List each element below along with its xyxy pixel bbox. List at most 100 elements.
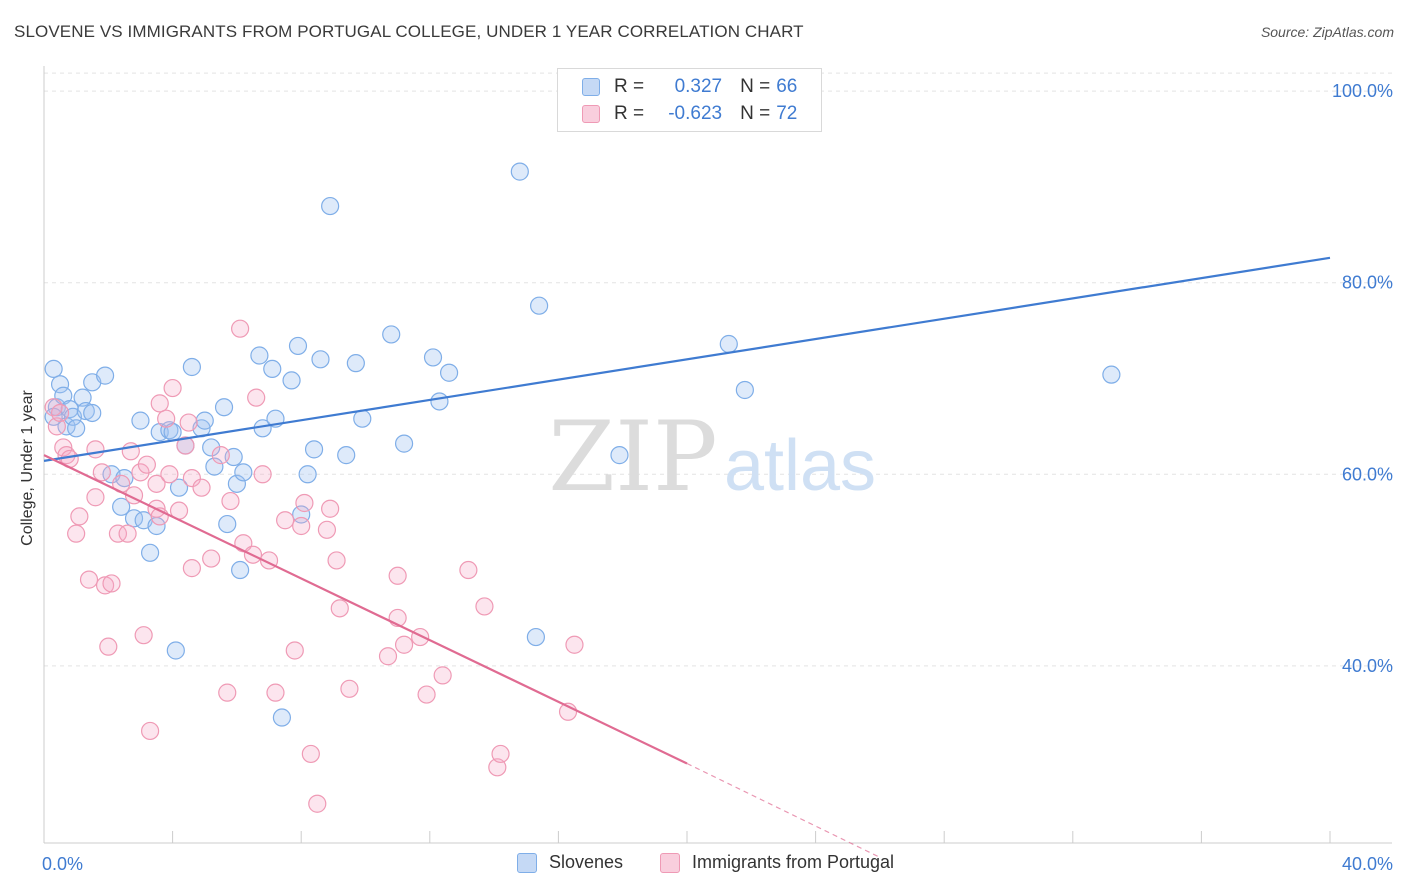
chart-title: SLOVENE VS IMMIGRANTS FROM PORTUGAL COLL…	[14, 22, 804, 41]
point-portugal	[330, 599, 349, 618]
point-portugal	[394, 635, 414, 654]
point-slovenes	[394, 434, 414, 453]
point-portugal	[327, 551, 346, 570]
point-slovenes	[346, 354, 365, 373]
legend-n-value: 72	[776, 103, 798, 124]
point-portugal	[137, 455, 156, 474]
point-slovenes	[205, 457, 224, 476]
bottom-legend-slovenes: Slovenes	[517, 852, 623, 873]
point-portugal	[202, 549, 221, 568]
point-portugal	[79, 570, 99, 589]
legend-swatch-slovenes	[582, 78, 600, 96]
point-slovenes	[610, 446, 629, 465]
point-slovenes	[263, 359, 282, 379]
point-portugal	[459, 560, 478, 580]
point-slovenes	[298, 465, 317, 484]
point-portugal	[253, 465, 272, 484]
point-portugal	[163, 378, 182, 398]
point-portugal	[475, 597, 494, 616]
y-tick-labels: 40.0% 60.0% 80.0% 100.0%	[1332, 81, 1393, 676]
point-slovenes	[73, 388, 92, 407]
point-slovenes	[282, 371, 301, 390]
x-tick-label: 40.0%	[1342, 854, 1393, 874]
point-slovenes	[44, 359, 63, 379]
legend-r-label: R =	[614, 76, 645, 97]
bottom-legend-label: Immigrants from Portugal	[692, 852, 895, 872]
point-slovenes	[272, 708, 292, 727]
point-portugal	[295, 493, 314, 513]
point-portugal	[182, 559, 201, 578]
legend-row-slovenes: R = 0.327 N = 66	[582, 75, 797, 99]
point-slovenes	[321, 196, 340, 216]
point-portugal	[266, 683, 285, 702]
point-slovenes	[439, 363, 459, 382]
trend-line-slovenes	[43, 256, 1331, 462]
point-portugal	[378, 647, 398, 666]
point-slovenes	[131, 411, 150, 430]
x-tick-labels: 0.0% 40.0%	[42, 854, 1393, 874]
point-slovenes	[250, 346, 269, 365]
bottom-legend-portugal: Immigrants from Portugal	[660, 852, 894, 873]
point-slovenes	[337, 446, 356, 465]
trend-line-portugal	[43, 454, 688, 765]
point-portugal	[179, 413, 198, 432]
point-portugal	[388, 566, 407, 585]
point-portugal	[411, 627, 430, 647]
point-portugal	[86, 440, 105, 459]
point-portugal	[67, 524, 86, 543]
point-portugal	[108, 524, 128, 543]
point-portugal	[99, 637, 118, 656]
point-portugal	[95, 576, 115, 595]
point-slovenes	[735, 380, 754, 400]
point-portugal	[231, 319, 250, 338]
point-portugal	[285, 641, 304, 660]
point-slovenes	[195, 411, 214, 430]
point-slovenes	[530, 296, 549, 315]
point-portugal	[176, 436, 195, 455]
y-tick-label: 100.0%	[1332, 81, 1393, 101]
legend-r-value: -0.623	[668, 103, 723, 124]
point-slovenes	[140, 543, 160, 562]
legend-n-label: N =	[740, 103, 771, 124]
axes	[43, 66, 1392, 844]
legend-r-value: 0.327	[674, 76, 723, 97]
point-slovenes	[169, 478, 189, 497]
watermark-atlas: atlas	[724, 426, 876, 506]
point-slovenes	[67, 419, 86, 438]
point-portugal	[276, 511, 295, 530]
point-slovenes	[160, 421, 179, 440]
trend-lines	[43, 256, 1331, 858]
point-slovenes	[311, 350, 330, 369]
legend-swatch-portugal	[582, 105, 600, 123]
point-portugal	[157, 409, 176, 428]
point-portugal	[182, 468, 201, 488]
bottom-legend-label: Slovenes	[549, 852, 624, 872]
bottom-swatch-portugal	[660, 852, 680, 873]
series-portugal	[44, 319, 584, 813]
point-portugal	[565, 635, 584, 654]
y-tick-label: 60.0%	[1342, 464, 1393, 484]
point-portugal	[292, 516, 311, 536]
bottom-swatch-slovenes	[517, 852, 537, 873]
point-slovenes	[353, 409, 372, 428]
point-portugal	[221, 491, 240, 511]
point-slovenes	[214, 398, 234, 417]
point-portugal	[47, 417, 66, 436]
point-portugal	[192, 478, 211, 497]
point-slovenes	[304, 440, 324, 459]
point-portugal	[317, 520, 337, 539]
point-portugal	[211, 446, 230, 465]
point-slovenes	[115, 468, 134, 488]
point-slovenes	[166, 641, 185, 660]
point-slovenes	[234, 463, 253, 482]
legend-row-portugal: R = -0.623 N = 72	[582, 102, 797, 126]
point-slovenes	[182, 357, 201, 377]
point-slovenes	[430, 392, 449, 411]
source-note: Source: ZipAtlas.com	[1260, 24, 1394, 40]
point-slovenes	[510, 162, 529, 181]
point-portugal	[102, 574, 121, 593]
point-portugal	[488, 758, 507, 777]
point-slovenes	[719, 334, 738, 354]
point-portugal	[150, 394, 169, 413]
point-portugal	[140, 721, 160, 741]
